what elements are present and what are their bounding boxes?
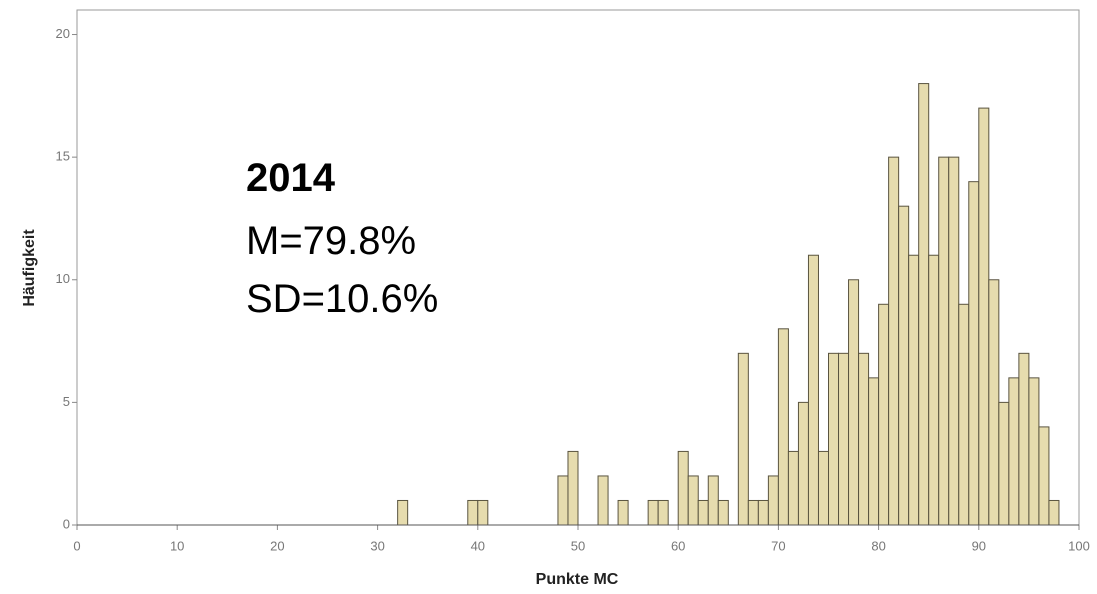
x-tick-label: 10 xyxy=(170,538,184,553)
x-tick-label: 30 xyxy=(370,538,384,553)
bar xyxy=(928,254,940,526)
y-tick-label: 5 xyxy=(63,394,70,409)
bar xyxy=(988,279,1000,526)
bar xyxy=(898,205,910,526)
bar xyxy=(747,499,759,526)
bar xyxy=(978,107,990,526)
bar xyxy=(1048,499,1060,526)
y-tick-label: 10 xyxy=(56,271,70,286)
x-tick-label: 50 xyxy=(571,538,585,553)
bar xyxy=(828,352,840,526)
annotation: SD=10.6% xyxy=(246,277,438,321)
x-tick-label: 0 xyxy=(73,538,80,553)
y-axis-label: Häufigkeit xyxy=(21,229,38,307)
bar xyxy=(737,352,749,526)
x-tick-label: 100 xyxy=(1068,538,1090,553)
bar xyxy=(597,475,609,526)
bar xyxy=(807,254,819,526)
bar xyxy=(1028,377,1040,526)
bar xyxy=(787,450,799,526)
bar xyxy=(938,156,950,526)
annotation: M=79.8% xyxy=(246,219,416,263)
x-tick-label: 70 xyxy=(771,538,785,553)
bar xyxy=(817,450,829,526)
bar xyxy=(757,499,769,526)
bar xyxy=(858,352,870,526)
bar xyxy=(968,181,980,526)
bar xyxy=(958,303,970,526)
bar xyxy=(477,499,489,526)
bar xyxy=(647,499,659,526)
bar xyxy=(777,328,789,526)
bar xyxy=(397,499,409,526)
x-tick-label: 40 xyxy=(471,538,485,553)
bar xyxy=(677,450,689,526)
bar xyxy=(617,499,629,526)
bar xyxy=(868,377,880,526)
bar xyxy=(998,401,1010,526)
bar xyxy=(1018,352,1030,526)
bar xyxy=(1008,377,1020,526)
x-tick-label: 20 xyxy=(270,538,284,553)
bar xyxy=(767,475,779,526)
bar xyxy=(467,499,479,526)
y-tick-label: 0 xyxy=(63,516,70,531)
bar xyxy=(557,475,569,526)
y-tick-label: 15 xyxy=(56,149,70,164)
bar xyxy=(717,499,729,526)
bar xyxy=(888,156,900,526)
bar xyxy=(908,254,920,526)
bar xyxy=(797,401,809,526)
bar xyxy=(1038,426,1050,526)
bar xyxy=(948,156,960,526)
x-tick-label: 90 xyxy=(972,538,986,553)
x-axis-label: Punkte MC xyxy=(536,571,619,588)
x-tick-label: 80 xyxy=(871,538,885,553)
bar xyxy=(697,499,709,526)
bar xyxy=(657,499,669,526)
y-tick-label: 20 xyxy=(56,26,70,41)
bar xyxy=(567,450,579,526)
bar xyxy=(848,279,860,526)
bar xyxy=(918,83,930,526)
bar xyxy=(707,475,719,526)
bar xyxy=(838,352,850,526)
annotation: 2014 xyxy=(246,156,336,200)
bar xyxy=(878,303,890,526)
x-tick-label: 60 xyxy=(671,538,685,553)
bar xyxy=(687,475,699,526)
